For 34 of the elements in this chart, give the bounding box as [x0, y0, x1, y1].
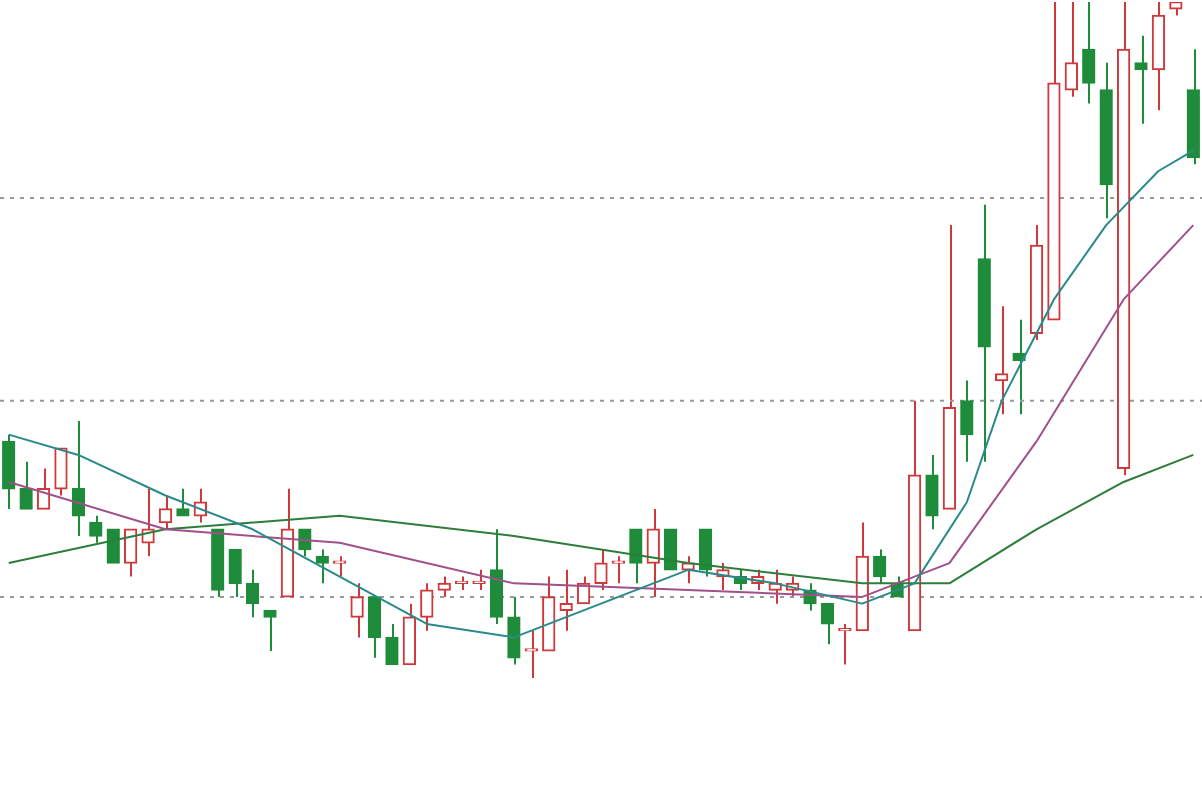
- candlestick: [524, 629, 538, 679]
- candlestick: [89, 514, 103, 544]
- candlestick: [507, 595, 521, 666]
- candlestick: [995, 305, 1009, 416]
- candlestick: [420, 582, 434, 632]
- candlestick: [646, 508, 660, 598]
- candlestick: [367, 595, 382, 659]
- candlestick: [925, 453, 939, 531]
- candlestick: [350, 582, 364, 639]
- candlestick: [158, 494, 173, 531]
- candlestick: [176, 487, 190, 517]
- candlestick: [402, 602, 417, 666]
- candlestick: [385, 622, 399, 666]
- candlestick: [1082, 1, 1096, 105]
- candlestick: [437, 575, 451, 598]
- candlestick: [489, 528, 504, 625]
- candlestick: [228, 548, 242, 598]
- candlestick: [1064, 1, 1079, 98]
- candlestick: [54, 447, 68, 497]
- candlestick: [2, 433, 16, 510]
- candlestick: [960, 379, 974, 463]
- candlestick: [664, 528, 678, 571]
- candlestick: [315, 548, 329, 585]
- candlestick: [559, 568, 573, 632]
- candlestick: [698, 528, 713, 578]
- candlestick: [768, 568, 782, 605]
- candlestick: [1134, 34, 1148, 125]
- candlestick: [629, 528, 643, 585]
- candlestick: [1012, 318, 1026, 416]
- candlestick: [123, 528, 138, 578]
- candlestick: [263, 609, 277, 652]
- candlestick: [594, 548, 608, 592]
- candlestick: [333, 555, 347, 578]
- candlestick: [611, 555, 626, 585]
